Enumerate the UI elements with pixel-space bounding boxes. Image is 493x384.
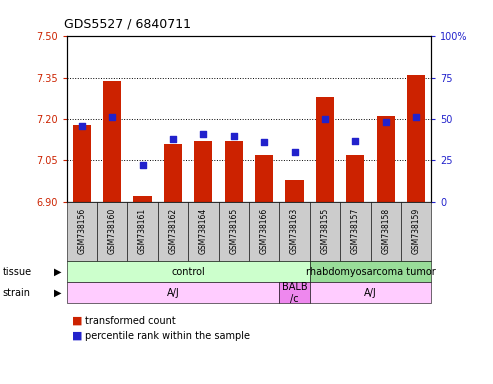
Bar xyxy=(407,75,425,202)
Text: GSM738166: GSM738166 xyxy=(260,208,269,255)
Text: ▶: ▶ xyxy=(54,266,62,277)
Point xyxy=(169,136,177,142)
Text: ■: ■ xyxy=(71,331,82,341)
Text: strain: strain xyxy=(2,288,31,298)
Point xyxy=(291,149,299,155)
Bar xyxy=(316,97,334,202)
Text: rhabdomyosarcoma tumor: rhabdomyosarcoma tumor xyxy=(306,266,435,277)
Point xyxy=(199,131,208,137)
Text: control: control xyxy=(171,266,205,277)
Text: ■: ■ xyxy=(71,316,82,326)
Text: GSM738165: GSM738165 xyxy=(229,208,238,255)
Text: percentile rank within the sample: percentile rank within the sample xyxy=(85,331,250,341)
Bar xyxy=(377,116,395,202)
Text: GSM738162: GSM738162 xyxy=(169,208,177,255)
Text: transformed count: transformed count xyxy=(85,316,176,326)
Text: GSM738159: GSM738159 xyxy=(412,208,421,255)
Text: GSM738158: GSM738158 xyxy=(381,208,390,255)
Bar xyxy=(134,196,152,202)
Point xyxy=(382,119,389,126)
Text: GSM738164: GSM738164 xyxy=(199,208,208,255)
Bar xyxy=(164,144,182,202)
Bar xyxy=(194,141,212,202)
Point xyxy=(139,162,146,168)
Point xyxy=(321,116,329,122)
Text: A/J: A/J xyxy=(364,288,377,298)
Point xyxy=(352,137,359,144)
Text: GSM738155: GSM738155 xyxy=(320,208,329,255)
Text: ▶: ▶ xyxy=(54,288,62,298)
Text: GSM738161: GSM738161 xyxy=(138,208,147,255)
Point xyxy=(260,139,268,145)
Bar xyxy=(285,180,304,202)
Text: GSM738160: GSM738160 xyxy=(107,208,117,255)
Bar xyxy=(103,81,121,202)
Bar xyxy=(255,155,273,202)
Bar xyxy=(346,155,364,202)
Point xyxy=(412,114,420,121)
Point xyxy=(108,114,116,121)
Text: GSM738157: GSM738157 xyxy=(351,208,360,255)
Text: tissue: tissue xyxy=(2,266,32,277)
Text: GSM738163: GSM738163 xyxy=(290,208,299,255)
Point xyxy=(78,122,86,129)
Text: BALB
/c: BALB /c xyxy=(282,282,307,304)
Text: GSM738156: GSM738156 xyxy=(77,208,86,255)
Bar xyxy=(72,124,91,202)
Point xyxy=(230,132,238,139)
Bar xyxy=(225,141,243,202)
Text: A/J: A/J xyxy=(167,288,179,298)
Text: GDS5527 / 6840711: GDS5527 / 6840711 xyxy=(64,17,191,30)
